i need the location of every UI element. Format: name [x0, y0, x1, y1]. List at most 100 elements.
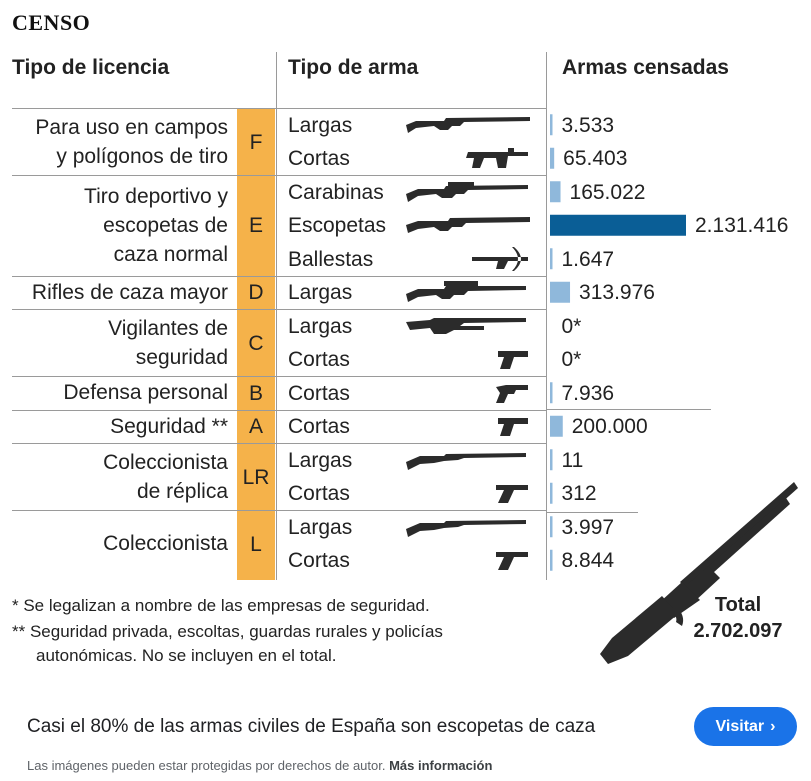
total-value: 2.702.097: [693, 620, 783, 642]
licence-name-line: Coleccionista: [103, 532, 228, 555]
column-divider: [276, 52, 277, 580]
weapon-type-label: Cortas: [288, 381, 350, 405]
pump-shotgun-icon-shape: [406, 317, 526, 334]
header-weapon-type: Tipo de arma: [288, 56, 419, 79]
bar-value-label: 3.533: [561, 113, 615, 137]
licence-name-line: Defensa personal: [63, 381, 228, 405]
bar-e-escopetas: [550, 214, 686, 236]
antique-rifle-icon: [406, 452, 526, 470]
bar-value-label: 200.000: [571, 415, 648, 439]
bar-value-label: 7.936: [561, 381, 615, 405]
licence-code: LR: [242, 465, 270, 489]
more-info-link[interactable]: Más información: [389, 758, 493, 773]
licence-name-line: Tiro deportivo y: [84, 184, 228, 208]
luger-pistol-icon: [496, 485, 528, 504]
licence-code-column: [237, 108, 275, 580]
weapon-type-label: Cortas: [288, 147, 350, 171]
weapon-type-label: Cortas: [288, 415, 350, 439]
bar-f-cortas: [550, 147, 555, 169]
luger-pistol-icon-shape: [496, 485, 528, 504]
bar-value-label: 8.844: [561, 549, 615, 573]
antique-rifle-icon-shape: [406, 519, 526, 537]
antique-rifle-icon-shape: [406, 452, 526, 470]
weapon-type-label: Largas: [288, 113, 353, 137]
shotgun-illustration-icon: [600, 482, 798, 664]
licence-code: A: [248, 415, 263, 439]
row-divider: [12, 443, 546, 444]
bar-value-label: 11: [561, 448, 584, 472]
chevron-right-icon: ›: [770, 717, 776, 735]
luger-pistol-icon: [496, 552, 528, 571]
copyright-notice: Las imágenes pueden estar protegidas por…: [27, 758, 492, 773]
licence-code: F: [249, 130, 263, 154]
scoped-rifle-icon: [406, 181, 528, 202]
pistol-icon: [498, 418, 528, 437]
pistol-icon: [498, 351, 528, 370]
weapon-type-label: Escopetas: [288, 214, 387, 238]
section-title: CENSO: [12, 10, 91, 35]
bar-l-cortas: [550, 549, 553, 571]
header-registered-weapons: Armas censadas: [562, 56, 729, 79]
weapon-type-label: Largas: [288, 281, 353, 305]
bar-value-label: 0*: [561, 348, 582, 372]
row-divider: [12, 175, 546, 176]
revolver-icon-shape: [496, 384, 528, 403]
weapon-type-label: Largas: [288, 448, 353, 472]
visit-button[interactable]: Visitar ›: [694, 707, 797, 746]
long-gun-icon: [406, 116, 530, 133]
bar-f-largas: [550, 114, 553, 136]
pump-shotgun-icon: [406, 317, 526, 334]
weapon-type-label: Ballestas: [288, 247, 374, 271]
row-divider: [12, 409, 546, 411]
row-divider: [12, 108, 546, 109]
bar-e-carabinas: [550, 181, 561, 203]
licence-code: E: [248, 214, 263, 238]
bar-value-label: 313.976: [579, 281, 655, 305]
licence-name-line: caza normal: [113, 242, 228, 266]
footnote-2: ** Seguridad privada, escoltas, guardas …: [12, 622, 443, 641]
bar-value-label: 165.022: [569, 180, 646, 204]
licence-name-line: de réplica: [136, 479, 228, 503]
hunting-rifle-icon: [406, 281, 526, 303]
bar-b-cortas: [550, 382, 553, 404]
luger-pistol-icon-shape: [496, 552, 528, 571]
row-divider: [12, 510, 546, 511]
weapon-type-label: Cortas: [288, 549, 350, 573]
copyright-text: Las imágenes pueden estar protegidas por…: [27, 758, 386, 773]
bar-value-label: 0*: [561, 314, 582, 338]
licence-code: L: [250, 532, 262, 556]
licence-name-line: Coleccionista: [103, 450, 228, 474]
row-divider: [12, 376, 546, 377]
bar-value-label: 1.647: [561, 247, 615, 271]
licence-name-line: Para uso en campos: [35, 115, 228, 139]
footnote-2-continued: autonómicas. No se incluyen en el total.: [36, 646, 337, 665]
long-gun-icon-shape: [406, 116, 530, 133]
weapon-type-label: Largas: [288, 515, 353, 539]
submachine-gun-icon-shape: [466, 148, 528, 169]
visit-button-label: Visitar: [715, 717, 765, 735]
shotgun-icon-shape: [406, 217, 530, 234]
weapon-type-label: Cortas: [288, 482, 350, 506]
image-result-panel: [0, 690, 811, 781]
bar-value-label: 3.997: [561, 515, 615, 539]
footnote-1: * Se legalizan a nombre de las empresas …: [12, 596, 430, 615]
image-caption[interactable]: Casi el 80% de las armas civiles de Espa…: [27, 716, 596, 737]
licence-name-line: Seguridad **: [110, 414, 228, 438]
licence-name-line: y polígonos de tiro: [56, 144, 228, 168]
bar-l-largas: [550, 516, 553, 538]
bar-d-largas: [550, 281, 571, 303]
weapon-type-label: Cortas: [288, 348, 350, 372]
bar-lr-largas: [550, 449, 553, 471]
bar-value-label: 2.131.416: [695, 214, 789, 238]
shotgun-icon: [406, 217, 530, 234]
licence-name-line: seguridad: [135, 345, 228, 369]
hunting-rifle-icon-shape: [406, 281, 526, 303]
licence-name-line: escopetas de: [103, 213, 228, 237]
bar-value-label: 65.403: [563, 147, 628, 171]
total-label: Total: [714, 594, 762, 616]
column-divider: [546, 52, 547, 580]
weapons-bar-chart: [550, 114, 686, 571]
licence-code: C: [248, 331, 264, 355]
pistol-icon-shape: [498, 418, 528, 437]
weapon-type-label: Carabinas: [288, 180, 384, 204]
